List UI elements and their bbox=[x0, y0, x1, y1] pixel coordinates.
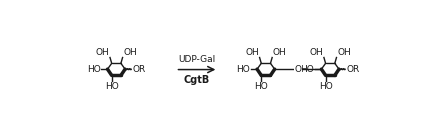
Text: OH: OH bbox=[273, 48, 287, 57]
Text: HO: HO bbox=[87, 65, 100, 74]
Text: CgtB: CgtB bbox=[184, 75, 210, 85]
Text: O: O bbox=[295, 65, 302, 74]
Text: HO: HO bbox=[105, 82, 119, 91]
Text: OH: OH bbox=[245, 48, 259, 57]
Text: OR: OR bbox=[346, 65, 359, 74]
Text: OH: OH bbox=[337, 48, 351, 57]
Text: HO: HO bbox=[300, 65, 314, 74]
Text: OR: OR bbox=[132, 65, 146, 74]
Text: OH: OH bbox=[123, 48, 137, 57]
Text: OH: OH bbox=[309, 48, 323, 57]
Text: HO: HO bbox=[254, 82, 268, 91]
Text: HO: HO bbox=[236, 65, 250, 74]
Text: HO: HO bbox=[319, 82, 333, 91]
Text: UDP-Gal: UDP-Gal bbox=[178, 55, 216, 64]
Text: OH: OH bbox=[95, 48, 109, 57]
